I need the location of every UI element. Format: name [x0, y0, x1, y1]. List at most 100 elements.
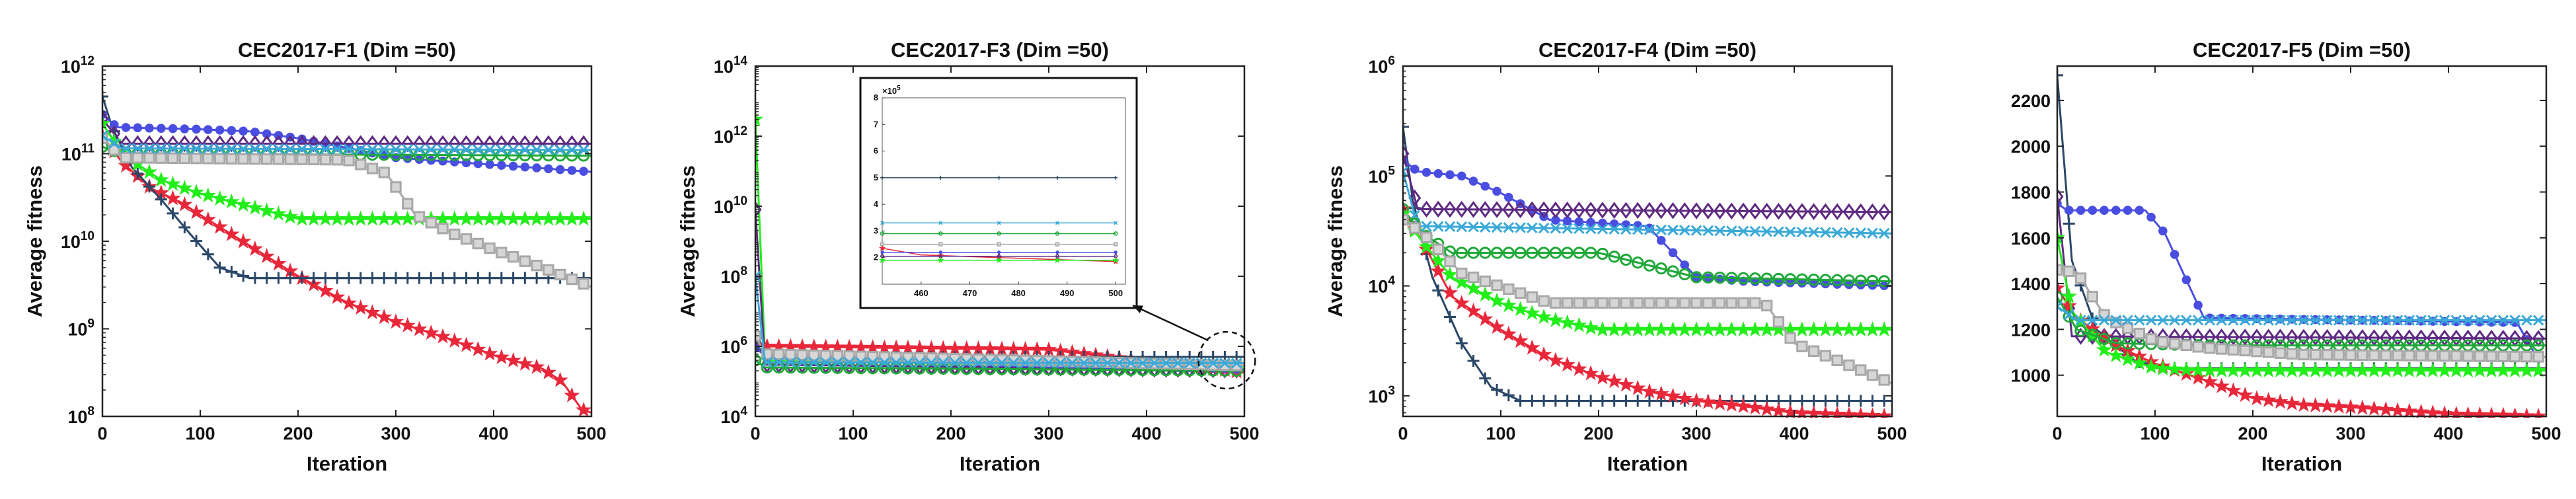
data-marker: [2193, 301, 2203, 310]
data-marker: [2495, 406, 2512, 418]
tick-label: 103: [1368, 384, 1395, 406]
data-marker: [211, 218, 228, 234]
tick-label: 8: [874, 93, 878, 102]
data-marker: [1665, 387, 1681, 403]
data-marker: [282, 208, 299, 224]
data-marker: [176, 179, 193, 196]
data-marker: [225, 135, 238, 153]
data-marker: [1819, 350, 1832, 362]
tick-label: 480: [1011, 288, 1026, 298]
data-marker: [880, 221, 884, 225]
data-marker: [179, 143, 190, 155]
tick-label: 104: [720, 404, 747, 427]
data-marker: [1677, 390, 1693, 406]
tick-label: 500: [2531, 424, 2561, 443]
data-marker: [2272, 362, 2289, 378]
data-marker: [102, 130, 108, 141]
data-marker: [446, 210, 463, 226]
data-marker: [1737, 297, 1749, 309]
data-marker: [1761, 299, 1773, 312]
data-marker: [261, 143, 272, 155]
data-marker: [2228, 315, 2239, 326]
data-marker: [1606, 321, 1622, 337]
data-marker: [1677, 321, 1693, 337]
data-marker: [246, 199, 264, 215]
x-axis-label: Iteration: [960, 452, 1040, 475]
data-marker: [2238, 328, 2252, 346]
data-marker: [2322, 315, 2333, 326]
data-marker: [2096, 328, 2113, 344]
data-marker: [1114, 242, 1118, 247]
data-marker: [202, 153, 214, 165]
data-marker: [2530, 407, 2547, 418]
data-marker: [109, 120, 119, 130]
data-marker: [2057, 188, 2064, 206]
data-marker: [2134, 315, 2145, 326]
data-marker: [1747, 321, 1763, 337]
series-red-0: [102, 127, 592, 417]
data-marker: [1512, 301, 1529, 317]
data-marker: [223, 193, 240, 209]
data-marker: [1559, 314, 1575, 330]
data-marker: [1773, 226, 1784, 237]
data-marker: [155, 152, 167, 164]
y-axis-label: Average fitness: [1324, 165, 1347, 317]
data-marker: [543, 144, 554, 156]
data-marker: [180, 124, 190, 134]
data-marker: [317, 210, 334, 226]
data-marker: [1526, 247, 1538, 259]
data-marker: [2415, 315, 2427, 326]
tick-label: 109: [67, 317, 95, 340]
data-marker: [2307, 397, 2324, 413]
data-marker: [352, 210, 369, 226]
data-marker: [1467, 247, 1480, 259]
data-marker: [532, 163, 541, 173]
data-marker: [1805, 321, 1822, 337]
data-marker: [1866, 369, 1879, 381]
tick-label: 400: [1779, 424, 1809, 443]
data-marker: [1184, 358, 1195, 369]
data-marker: [366, 272, 379, 284]
data-marker: [2248, 362, 2265, 378]
data-marker: [470, 340, 486, 357]
data-marker: [2057, 301, 2063, 312]
data-marker: [1432, 243, 1444, 256]
data-marker: [2380, 349, 2392, 362]
data-marker: [2074, 272, 2087, 284]
data-marker: [1431, 200, 1445, 218]
data-marker: [1561, 395, 1573, 407]
data-marker: [1055, 357, 1067, 369]
data-marker: [1807, 203, 1821, 220]
data-marker: [508, 161, 518, 171]
data-marker: [1535, 308, 1552, 325]
data-marker: [2204, 315, 2216, 326]
data-marker: [855, 357, 867, 368]
data-marker: [2057, 229, 2066, 245]
data-marker: [1688, 321, 1705, 337]
data-marker: [773, 348, 785, 360]
data-marker: [2415, 350, 2427, 362]
data-marker: [997, 242, 1001, 247]
data-marker: [2169, 315, 2180, 326]
data-marker: [260, 153, 273, 165]
data-marker: [2521, 315, 2532, 326]
data-marker: [1445, 170, 1455, 180]
data-marker: [505, 352, 521, 367]
data-marker: [1549, 395, 1562, 407]
inset-axes: [882, 97, 1126, 285]
data-marker: [319, 153, 332, 166]
data-marker: [1114, 357, 1125, 369]
data-marker: [567, 166, 577, 175]
data-marker: [2170, 250, 2179, 259]
data-marker: [2063, 309, 2075, 321]
data-marker: [1796, 340, 1808, 352]
series-blue-5: [880, 250, 1118, 254]
data-marker: [188, 204, 205, 219]
data-marker: [2122, 315, 2133, 326]
data-marker: [1584, 202, 1597, 219]
data-marker: [167, 152, 179, 165]
data-marker: [1114, 221, 1118, 225]
data-marker: [204, 125, 213, 134]
data-marker: [1714, 297, 1726, 309]
tick-label: 4: [874, 199, 879, 209]
